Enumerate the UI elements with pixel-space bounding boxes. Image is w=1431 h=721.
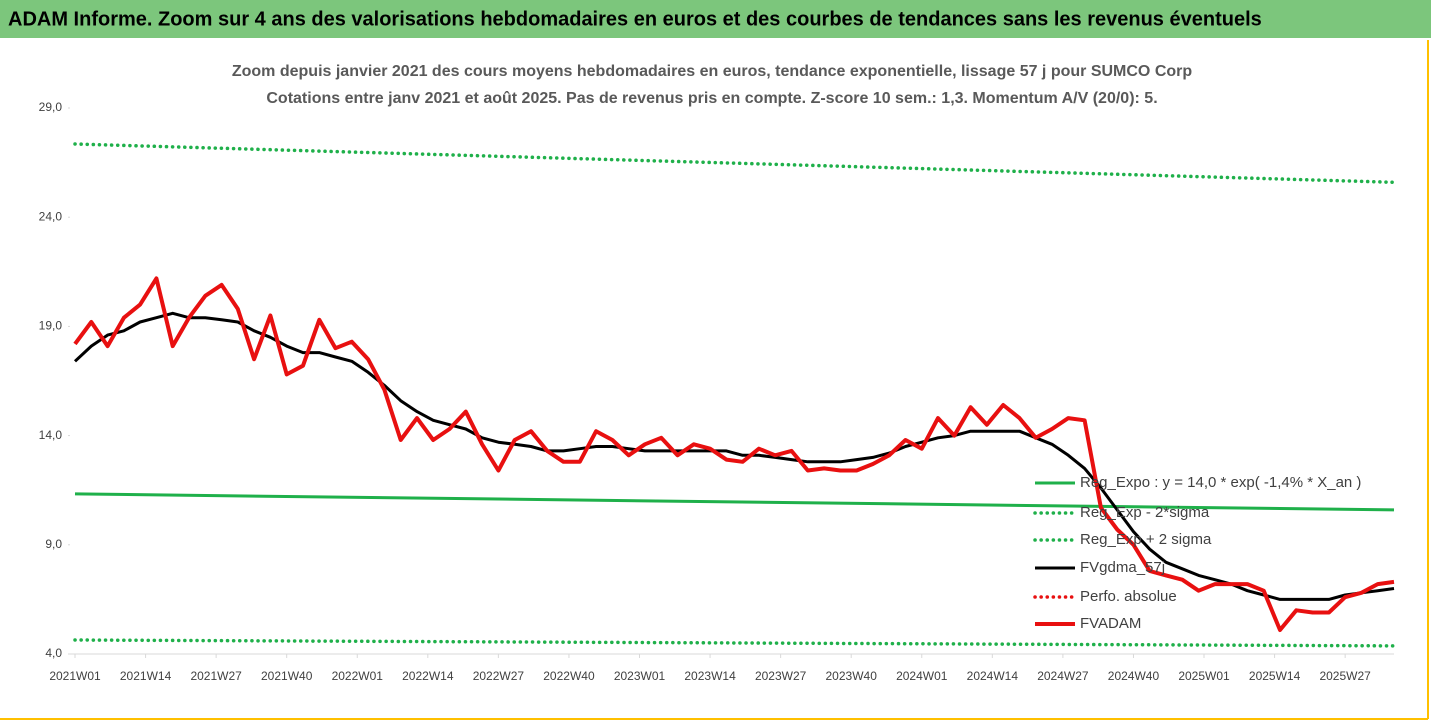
chart-title: Zoom depuis janvier 2021 des cours moyen… xyxy=(232,63,1193,80)
y-tick-label: 4,0 xyxy=(45,646,62,660)
legend-label: Perfo. absolue xyxy=(1080,588,1177,605)
series-line xyxy=(74,492,1395,512)
legend-label: FVgdma_57j xyxy=(1080,559,1165,576)
series-line xyxy=(73,142,1396,185)
x-tick-label: 2024W27 xyxy=(1037,669,1089,683)
x-tick-label: 2021W14 xyxy=(120,669,172,683)
x-tick-label: 2024W40 xyxy=(1108,669,1160,683)
series-line xyxy=(73,638,1396,648)
x-tick-label: 2021W40 xyxy=(261,669,313,683)
legend-label: Reg_Exp - 2*sigma xyxy=(1080,504,1210,521)
x-tick-label: 2023W40 xyxy=(826,669,878,683)
series-line xyxy=(73,276,1395,632)
y-tick-label: 19,0 xyxy=(39,319,63,333)
x-tick-label: 2023W14 xyxy=(684,669,736,683)
page-title: ADAM Informe. Zoom sur 4 ans des valoris… xyxy=(8,8,1262,30)
x-tick-label: 2025W14 xyxy=(1249,669,1301,683)
x-tick-label: 2025W27 xyxy=(1319,669,1371,683)
x-tick-label: 2021W27 xyxy=(190,669,242,683)
legend-label: Reg_Exp + 2 sigma xyxy=(1080,531,1212,548)
x-tick-label: 2024W01 xyxy=(896,669,948,683)
legend-label: Reg_Expo : y = 14,0 * exp( -1,4% * X_an … xyxy=(1080,474,1361,491)
chart-subtitle: Cotations entre janv 2021 et août 2025. … xyxy=(266,90,1157,107)
header-bar xyxy=(0,0,1431,38)
x-tick-label: 2021W01 xyxy=(49,669,101,683)
x-tick-label: 2024W14 xyxy=(967,669,1019,683)
series-line xyxy=(73,311,1395,601)
x-tick-label: 2022W27 xyxy=(473,669,525,683)
y-tick-label: 14,0 xyxy=(39,428,63,442)
x-tick-label: 2022W01 xyxy=(332,669,384,683)
x-tick-label: 2022W40 xyxy=(543,669,595,683)
x-tick-label: 2022W14 xyxy=(402,669,454,683)
y-tick-label: 29,0 xyxy=(39,100,63,114)
x-tick-label: 2023W27 xyxy=(755,669,807,683)
y-tick-label: 9,0 xyxy=(45,537,62,551)
y-tick-label: 24,0 xyxy=(39,209,63,223)
x-tick-label: 2023W01 xyxy=(614,669,666,683)
legend-label: FVADAM xyxy=(1080,615,1141,632)
x-tick-label: 2025W01 xyxy=(1178,669,1230,683)
